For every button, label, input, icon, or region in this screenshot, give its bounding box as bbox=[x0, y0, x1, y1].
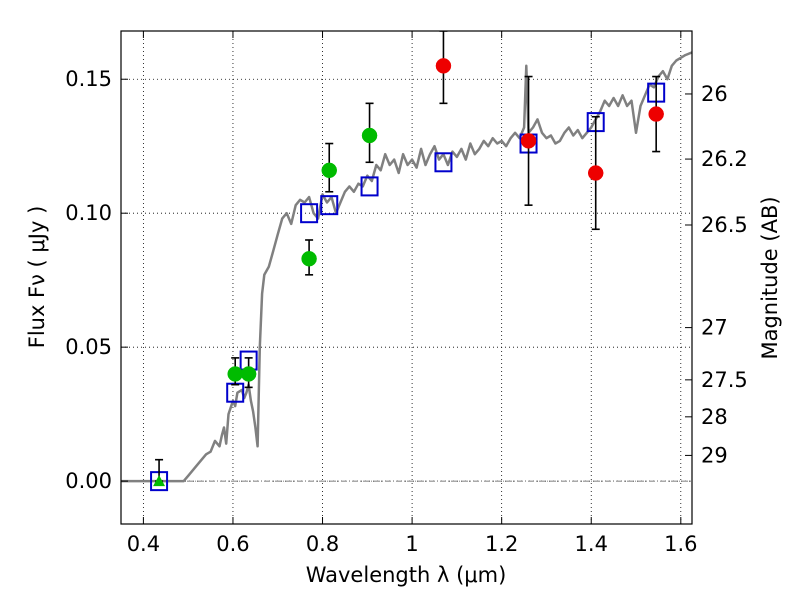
x-tick-label: 1 bbox=[405, 532, 418, 556]
red-data-point bbox=[648, 106, 664, 122]
y-right-tick-label: 26.2 bbox=[701, 147, 748, 171]
model-photometry-point bbox=[360, 176, 379, 197]
x-axis-label: Wavelength λ (μm) bbox=[306, 563, 507, 587]
model-photometry-point bbox=[434, 152, 453, 173]
grid bbox=[121, 31, 692, 524]
y-right-tick-label: 26 bbox=[701, 82, 728, 106]
green-data-point bbox=[227, 366, 243, 382]
red-data-point bbox=[520, 133, 537, 149]
plot-frame bbox=[120, 30, 693, 525]
y-tick-label: 0.15 bbox=[65, 67, 112, 91]
red-data-point bbox=[587, 165, 604, 181]
y-tick-label: 0.05 bbox=[65, 335, 112, 359]
model-spectrum-line bbox=[121, 51, 692, 483]
y-right-tick-label: 28 bbox=[701, 405, 728, 429]
green-data-point bbox=[321, 162, 337, 179]
green-data-point bbox=[240, 366, 257, 382]
model-photometry-point bbox=[300, 203, 319, 224]
y-axis-label: Flux Fν ( μJy ) bbox=[25, 206, 49, 349]
plot-area bbox=[121, 31, 692, 492]
green-data-point bbox=[361, 127, 378, 144]
axes-frame bbox=[120, 30, 693, 525]
green-upper-limit-point bbox=[153, 475, 166, 487]
x-tick-label: 0.8 bbox=[306, 532, 339, 556]
x-tick-label: 0.6 bbox=[216, 532, 249, 556]
x-tick-label: 1.2 bbox=[485, 532, 518, 556]
red-data-point bbox=[435, 58, 452, 74]
ticks: 0.4 0.6 0.8 1 1.2 1.4 1.6 0.00 0.05 0.10 0.15 26 26.… bbox=[65, 31, 748, 556]
y-right-axis-label: Magnitude (AB) bbox=[758, 196, 782, 359]
x-tick-label: 1.4 bbox=[575, 532, 608, 556]
x-tick-label: 0.4 bbox=[127, 532, 160, 556]
x-tick-label: 1.6 bbox=[664, 532, 697, 556]
model-photometry-point bbox=[320, 195, 339, 216]
y-right-tick-label: 26.5 bbox=[701, 213, 748, 237]
y-right-tick-label: 27.5 bbox=[701, 368, 748, 392]
y-tick-label: 0.10 bbox=[65, 201, 112, 225]
y-tick-label: 0.00 bbox=[65, 469, 112, 493]
green-data-point bbox=[301, 250, 317, 267]
y-right-tick-label: 29 bbox=[701, 443, 728, 467]
y-right-tick-label: 27 bbox=[701, 316, 728, 340]
